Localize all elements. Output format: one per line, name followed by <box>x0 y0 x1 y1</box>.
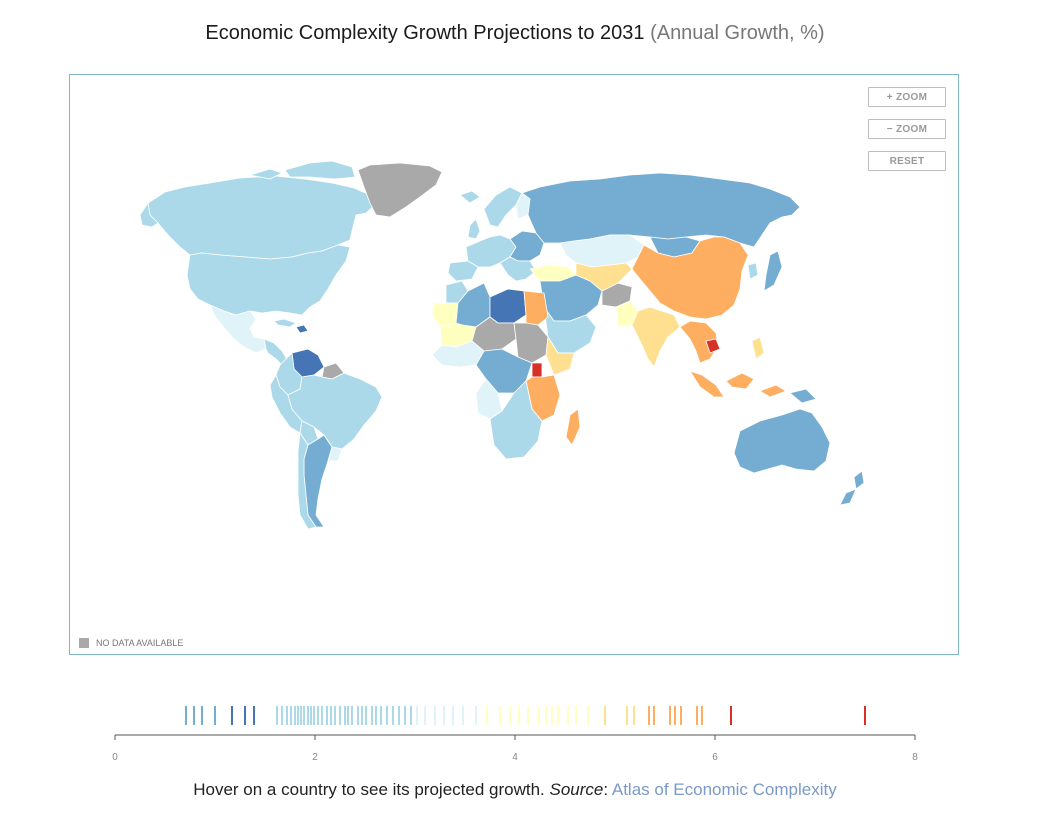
country-brazil[interactable] <box>287 372 383 450</box>
axis-tick-label-3: 6 <box>712 752 718 763</box>
country-madagascar[interactable] <box>565 408 581 446</box>
axis-tick-label-1: 2 <box>312 752 318 763</box>
map-panel[interactable]: + ZOOM − ZOOM RESET NO DATA AVAILABLE <box>69 74 959 655</box>
source-label: Source <box>549 780 604 799</box>
zoom-in-button[interactable]: + ZOOM <box>868 87 946 107</box>
country-egypt[interactable] <box>523 290 549 326</box>
axis-tick-label-2: 4 <box>512 752 518 763</box>
footer-caption: Hover on a country to see its projected … <box>193 780 837 799</box>
country-greenland[interactable] <box>357 162 443 218</box>
country-sudan[interactable] <box>513 322 549 364</box>
title-subtitle: (Annual Growth, %) <box>650 22 825 44</box>
growth-distribution-strip: 0 2 4 6 8 <box>112 706 918 763</box>
strip-axis-ticks: 0 2 4 6 8 <box>112 735 918 763</box>
country-chile[interactable] <box>297 432 317 530</box>
country-australia[interactable] <box>733 408 831 474</box>
country-alaska[interactable] <box>139 202 159 228</box>
country-cuba[interactable] <box>273 318 297 328</box>
axis-tick-label-4: 8 <box>912 752 918 763</box>
source-link[interactable]: Atlas of Economic Complexity <box>611 780 837 799</box>
chart-title: Economic Complexity Growth Projections t… <box>0 22 1030 45</box>
country-canada-islands[interactable] <box>249 160 356 180</box>
no-data-swatch <box>79 638 89 648</box>
country-philippines[interactable] <box>751 336 765 360</box>
country-korea[interactable] <box>747 262 759 280</box>
country-southern-africa[interactable] <box>489 380 543 460</box>
country-japan[interactable] <box>763 250 783 292</box>
country-united-kingdom[interactable] <box>467 218 481 240</box>
country-papua-new-guinea[interactable] <box>789 388 817 404</box>
reset-button[interactable]: RESET <box>868 151 946 171</box>
country-central-asia[interactable] <box>575 262 633 292</box>
country-indonesia[interactable] <box>689 370 787 398</box>
country-russia[interactable] <box>521 172 801 248</box>
country-eastern-europe[interactable] <box>509 230 545 262</box>
country-iceland[interactable] <box>459 190 481 204</box>
country-new-zealand[interactable] <box>839 470 865 506</box>
country-libya[interactable] <box>489 288 527 324</box>
country-uganda[interactable] <box>531 362 543 378</box>
country-spain[interactable] <box>447 260 479 282</box>
country-southeast-asia[interactable] <box>679 320 719 364</box>
strip-marks <box>185 706 866 725</box>
zoom-out-button[interactable]: − ZOOM <box>868 119 946 139</box>
country-china[interactable] <box>631 236 749 320</box>
axis-tick-label-0: 0 <box>112 752 118 763</box>
country-paraguay[interactable] <box>323 434 343 462</box>
country-dominican-republic[interactable] <box>295 324 309 334</box>
title-main: Economic Complexity Growth Projections t… <box>205 22 645 44</box>
country-india[interactable] <box>631 306 681 368</box>
no-data-legend: NO DATA AVAILABLE <box>79 638 183 648</box>
no-data-label: NO DATA AVAILABLE <box>96 638 184 648</box>
footer-text: Hover on a country to see its projected … <box>193 780 545 799</box>
world-map[interactable] <box>70 75 958 654</box>
country-cambodia[interactable] <box>705 338 721 354</box>
